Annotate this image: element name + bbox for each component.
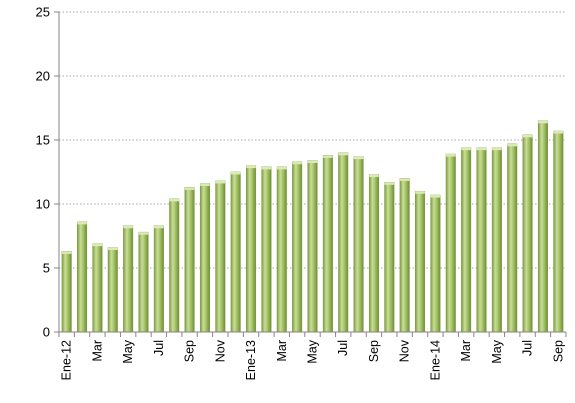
bar-cap-31 (538, 120, 548, 124)
bar-cap-9 (200, 183, 210, 187)
bar-8 (184, 187, 195, 333)
bar-cap-1 (77, 221, 87, 225)
bar-25 (445, 153, 456, 333)
bar-28 (491, 147, 502, 333)
bar-cap-28 (492, 147, 502, 151)
x-tick-label: Ene-14 (428, 340, 442, 380)
bar-cap-18 (338, 152, 348, 156)
bar-22 (399, 178, 410, 333)
bar-cap-13 (261, 166, 272, 170)
bar-18 (338, 152, 349, 333)
bar-cap-4 (123, 225, 133, 229)
x-tick-label: Jul (336, 340, 350, 356)
bar-cap-24 (430, 195, 441, 198)
bar-24 (430, 194, 441, 333)
x-tick-label: Mar (459, 340, 473, 362)
bar-cap-21 (384, 182, 395, 185)
y-tick-label: 5 (43, 261, 50, 276)
bar-31 (537, 120, 548, 333)
x-tick-label: Sep (367, 340, 381, 362)
bar-5 (138, 231, 149, 333)
bar-cap-23 (415, 191, 425, 194)
bar-cap-5 (138, 232, 149, 235)
bar-32 (553, 130, 564, 333)
bar-cap-17 (323, 155, 333, 158)
bar-cap-12 (246, 165, 256, 169)
x-tick-label: May (121, 339, 135, 363)
bar-cap-32 (553, 131, 564, 134)
y-tick-label: 25 (36, 5, 50, 20)
bar-13 (261, 166, 272, 333)
bar-4 (123, 225, 134, 333)
x-tick-label: Sep (183, 340, 197, 362)
x-tick-label: Ene-13 (244, 340, 258, 380)
bar-cap-15 (292, 161, 302, 165)
bar-9 (199, 183, 210, 333)
bar-cap-27 (476, 147, 487, 151)
bar-16 (307, 160, 318, 333)
bar-cap-25 (446, 154, 456, 157)
bar-cap-6 (154, 225, 164, 229)
bar-cap-20 (369, 174, 379, 178)
y-tick-label: 0 (43, 325, 50, 340)
bar-17 (322, 155, 333, 333)
bar-29 (507, 143, 518, 333)
bar-0 (61, 251, 72, 333)
bar-cap-16 (307, 160, 318, 163)
bar-cap-3 (108, 247, 118, 251)
x-axis-tick-labels: Ene-12 Mar May Jul Sep Nov Ene-13 Mar May Jul Sep N… (60, 339, 566, 380)
bar-1 (77, 221, 88, 333)
bar-7 (169, 198, 180, 333)
bar-11 (230, 171, 241, 333)
bar-cap-14 (277, 166, 287, 170)
bar-26 (461, 147, 472, 333)
bar-19 (353, 156, 364, 333)
bar-10 (215, 180, 226, 333)
bars (61, 120, 564, 333)
y-tick-label: 20 (36, 69, 50, 84)
x-tick-label: Nov (213, 339, 227, 362)
bar-14 (276, 166, 287, 333)
bar-3 (107, 247, 118, 333)
x-tick-label: May (490, 339, 504, 363)
bar-cap-22 (399, 178, 410, 181)
bar-cap-19 (353, 156, 364, 160)
x-tick-label: Nov (398, 339, 412, 362)
x-tick-label: Jul (521, 340, 535, 356)
bar-cap-11 (230, 172, 241, 175)
bar-20 (368, 174, 379, 333)
bar-15 (292, 161, 303, 333)
axes (54, 11, 567, 337)
bar-cap-7 (169, 198, 179, 202)
bar-2 (92, 243, 103, 333)
bar-23 (415, 190, 426, 333)
bar-cap-26 (461, 147, 471, 151)
bar-cap-29 (507, 143, 517, 147)
x-tick-label: Sep (551, 340, 565, 362)
bar-27 (476, 147, 487, 333)
bar-30 (522, 134, 533, 333)
bar-cap-0 (61, 251, 72, 254)
y-axis-tick-labels: 0 5 10 15 20 25 (36, 5, 50, 340)
x-tick-label: May (306, 339, 320, 363)
bar-cap-10 (215, 180, 226, 184)
y-tick-label: 15 (36, 133, 50, 148)
bar-cap-8 (184, 187, 195, 190)
x-tick-label: Ene-12 (60, 340, 74, 380)
bar-12 (246, 165, 257, 333)
x-tick-label: Mar (275, 340, 289, 362)
x-tick-label: Jul (152, 340, 166, 356)
y-tick-label: 10 (36, 197, 50, 212)
bar-cap-2 (92, 243, 103, 247)
bar-21 (384, 181, 395, 333)
x-tick-label: Mar (90, 340, 104, 362)
bar-6 (153, 225, 164, 333)
bar-cap-30 (522, 134, 533, 138)
